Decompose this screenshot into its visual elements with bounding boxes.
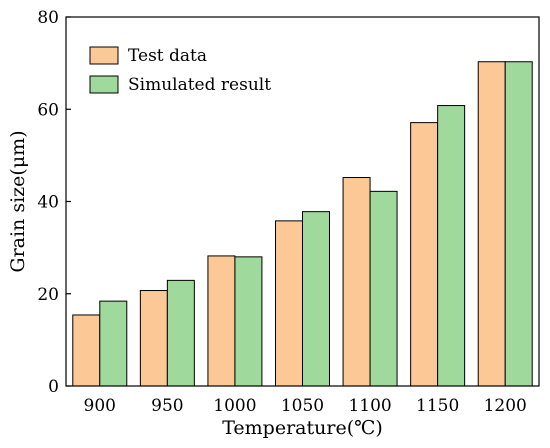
y-tick-label: 40: [37, 193, 59, 213]
x-axis-label: Temperature(℃): [222, 417, 383, 439]
legend: Test data Simulated result: [89, 46, 271, 95]
bar-test-data-1100: [342, 177, 371, 387]
x-tick-label: 1150: [416, 396, 459, 416]
bar-test-data-1000: [207, 255, 236, 387]
y-tick-label: 60: [37, 100, 59, 120]
y-tick-label: 80: [37, 8, 59, 28]
y-tick-label: 20: [37, 285, 59, 305]
legend-swatch: [89, 75, 119, 94]
bar-simulated-result-1200: [504, 61, 533, 387]
x-tick-label: 1100: [348, 396, 391, 416]
bar-simulated-result-950: [166, 279, 195, 387]
legend-label: Test data: [128, 46, 207, 66]
bar-simulated-result-1050: [302, 211, 330, 387]
bar-test-data-950: [139, 290, 168, 387]
y-axis-label: Grain size(μm): [7, 130, 29, 272]
bar-simulated-result-1000: [234, 256, 263, 387]
legend-swatch: [89, 46, 119, 65]
y-axis: 0 20 40 60 80: [37, 8, 71, 397]
bar-test-data-1050: [275, 220, 303, 387]
bar-simulated-result-1100: [369, 190, 398, 387]
x-tick-label: 900: [84, 396, 116, 416]
bars-layer: [72, 61, 533, 387]
bar-test-data-1200: [477, 61, 506, 387]
x-tick-label: 1200: [484, 396, 527, 416]
bar-simulated-result-900: [99, 300, 128, 387]
bar-simulated-result-1150: [437, 105, 466, 387]
bar-test-data-900: [72, 314, 101, 387]
x-tick-label: 1050: [281, 396, 324, 416]
legend-label: Simulated result: [128, 75, 271, 95]
x-axis: 900 950 1000 1050 1100 1150 1200: [84, 396, 527, 416]
y-tick-label: 0: [48, 377, 59, 397]
bar-test-data-1150: [410, 122, 439, 387]
x-tick-label: 950: [151, 396, 183, 416]
x-tick-label: 1000: [213, 396, 256, 416]
